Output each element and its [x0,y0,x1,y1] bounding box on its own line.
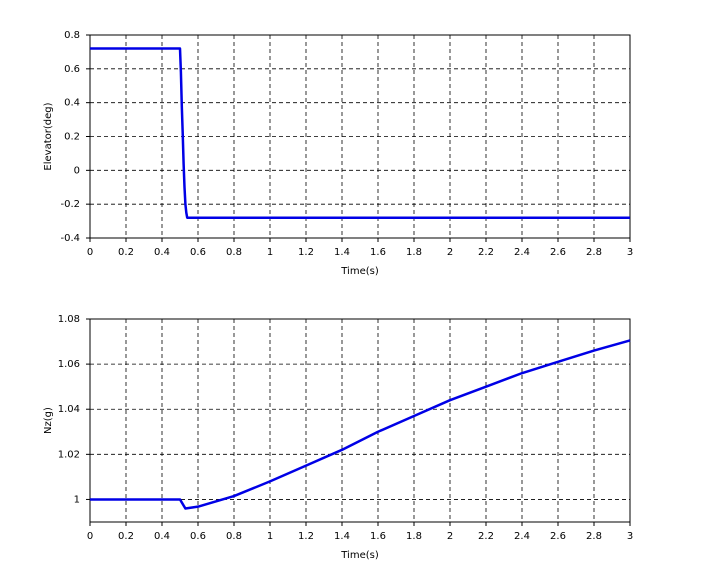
x-tick-label: 0 [87,531,93,542]
x-tick-label: 0.8 [226,247,242,258]
x-tick-label: 0.2 [118,531,134,542]
x-tick-label: 2 [447,531,453,542]
x-tick-label: 2.6 [550,531,566,542]
y-tick-label: 0.8 [64,30,80,41]
x-tick-label: 2 [447,247,453,258]
y-tick-label: 1.04 [58,404,80,415]
x-tick-label: 1.2 [298,247,314,258]
x-tick-label: 2.8 [586,247,602,258]
x-tick-label: 1.2 [298,531,314,542]
x-tick-label: 2.6 [550,247,566,258]
x-tick-label: 0.8 [226,531,242,542]
x-tick-label: 1.4 [334,247,350,258]
data-line [90,339,631,510]
data-line [90,47,630,219]
x-tick-label: 1.6 [370,247,386,258]
plot-area [89,318,631,523]
x-tick-label: 1 [267,531,273,542]
x-tick-label: 1.6 [370,531,386,542]
x-tick-label: 2.4 [514,531,530,542]
x-tick-label: 3 [627,247,633,258]
x-tick-label: 2.2 [478,247,494,258]
x-tick-label: 2.4 [514,247,530,258]
x-tick-label: 2.8 [586,531,602,542]
y-axis-label: Nz(g) [43,407,54,434]
x-tick-label: 1.8 [406,247,422,258]
y-tick-label: -0.2 [60,199,80,210]
y-tick-label: 1.08 [58,314,80,325]
x-axis-label: Time(s) [340,266,379,277]
y-tick-label: -0.4 [60,233,80,244]
x-tick-label: 2.2 [478,531,494,542]
x-tick-label: 1.8 [406,531,422,542]
x-tick-label: 0.2 [118,247,134,258]
x-tick-label: 0 [87,247,93,258]
x-tick-label: 1 [267,247,273,258]
y-axis-label: Elevator(deg) [43,102,54,170]
y-tick-label: 0.4 [64,98,80,109]
x-axis-label: Time(s) [340,550,379,561]
x-tick-label: 3 [627,531,633,542]
x-tick-label: 0.4 [154,247,170,258]
y-tick-label: 0.2 [64,132,80,143]
x-tick-label: 0.4 [154,531,170,542]
y-tick-label: 1.02 [58,449,80,460]
y-tick-label: 0 [74,165,80,176]
x-tick-label: 0.6 [190,531,206,542]
y-tick-label: 0.6 [64,64,80,75]
x-tick-label: 1.4 [334,531,350,542]
y-tick-label: 1.06 [58,359,80,370]
y-tick-label: 1 [74,494,80,505]
x-tick-label: 0.6 [190,247,206,258]
